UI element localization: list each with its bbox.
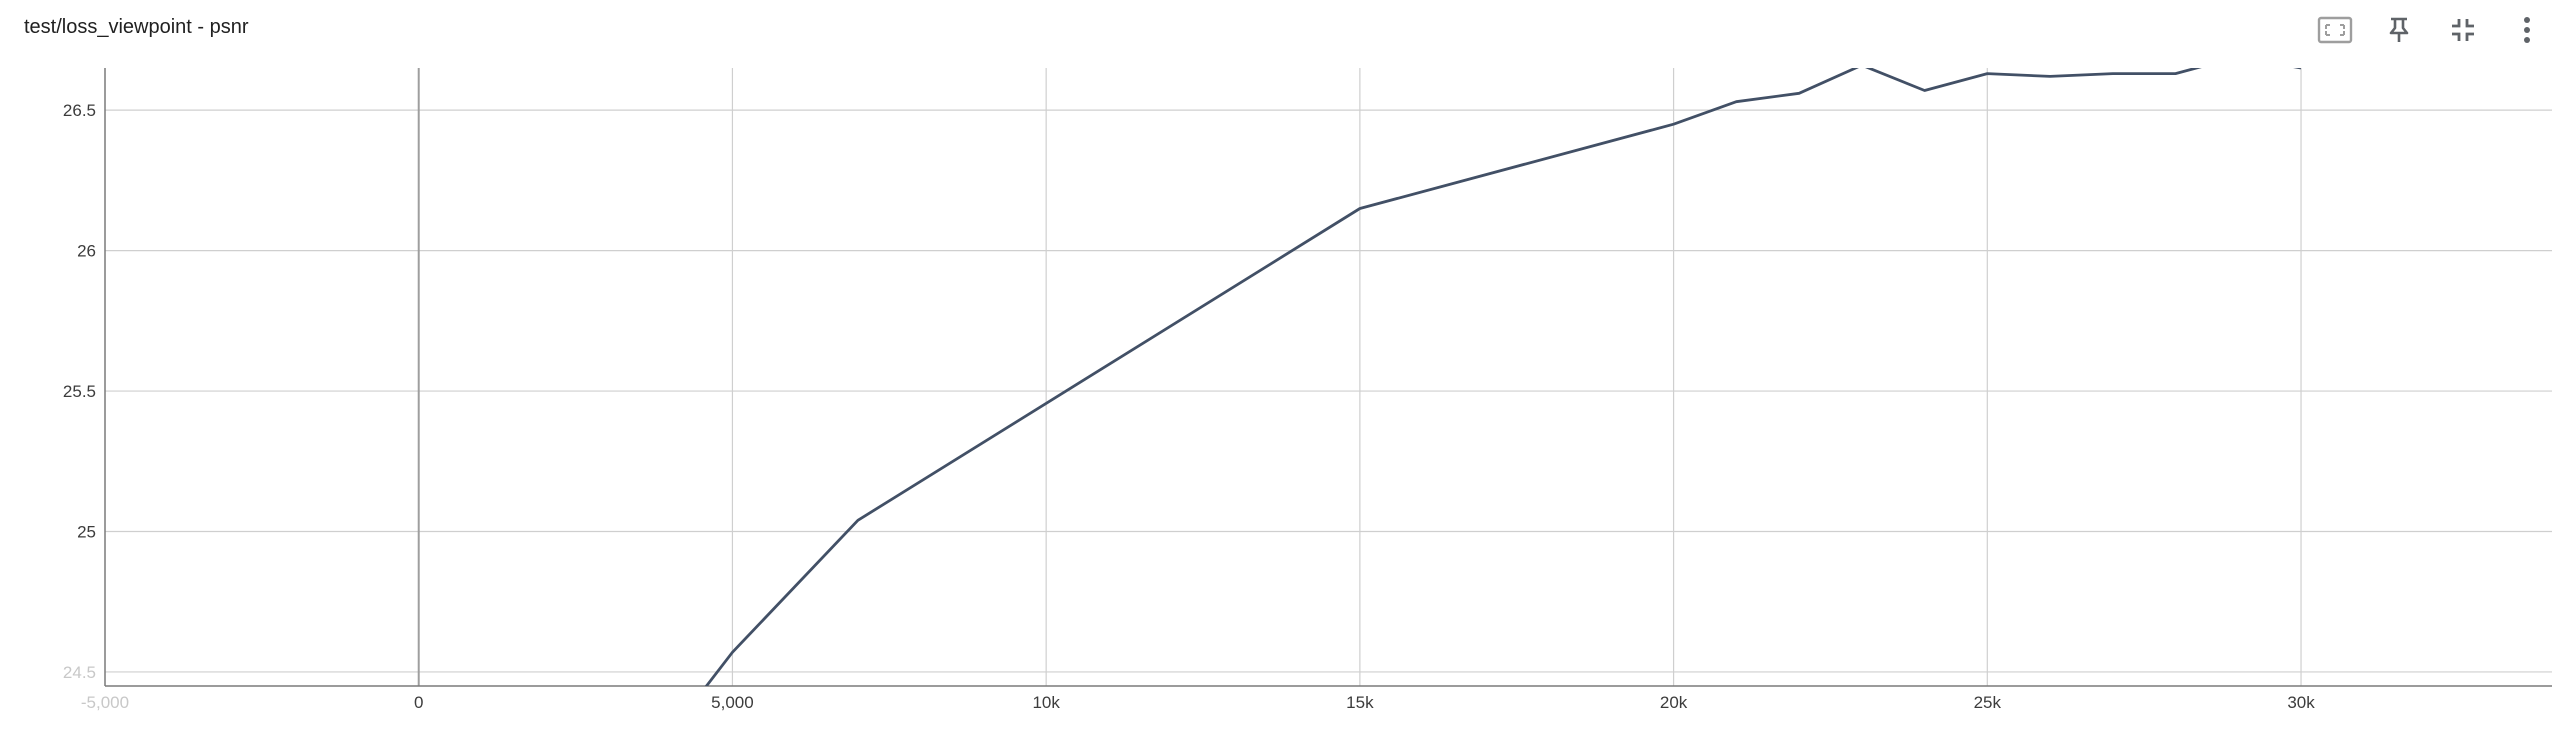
y-tick-label: 26.5 (63, 101, 96, 120)
x-tick-label: -5,000 (81, 693, 129, 712)
more-vert-icon (2524, 17, 2530, 43)
more-options-button[interactable] (2502, 12, 2552, 48)
pin-button[interactable] (2374, 12, 2424, 48)
x-tick-label: 10k (1032, 693, 1060, 712)
collapse-button[interactable] (2438, 12, 2488, 48)
x-tick-label: 30k (2287, 693, 2315, 712)
fit-domain-button[interactable] (2310, 12, 2360, 48)
x-tick-label: 25k (1974, 693, 2002, 712)
collapse-icon (2452, 19, 2474, 41)
fit-to-data-icon (2317, 16, 2353, 44)
y-tick-label: 25.5 (63, 382, 96, 401)
x-tick-label: 15k (1346, 693, 1374, 712)
y-tick-label: 25 (77, 523, 96, 542)
y-tick-label: 26 (77, 242, 96, 261)
x-tick-label: 0 (414, 693, 423, 712)
x-tick-label: 20k (1660, 693, 1688, 712)
card-toolbar (2310, 12, 2552, 48)
chart-title: test/loss_viewpoint - psnr (24, 16, 249, 38)
series-line[interactable] (670, 57, 2301, 734)
y-tick-label: 24.5 (63, 663, 96, 682)
x-tick-label: 5,000 (711, 693, 754, 712)
pin-icon (2389, 17, 2409, 42)
